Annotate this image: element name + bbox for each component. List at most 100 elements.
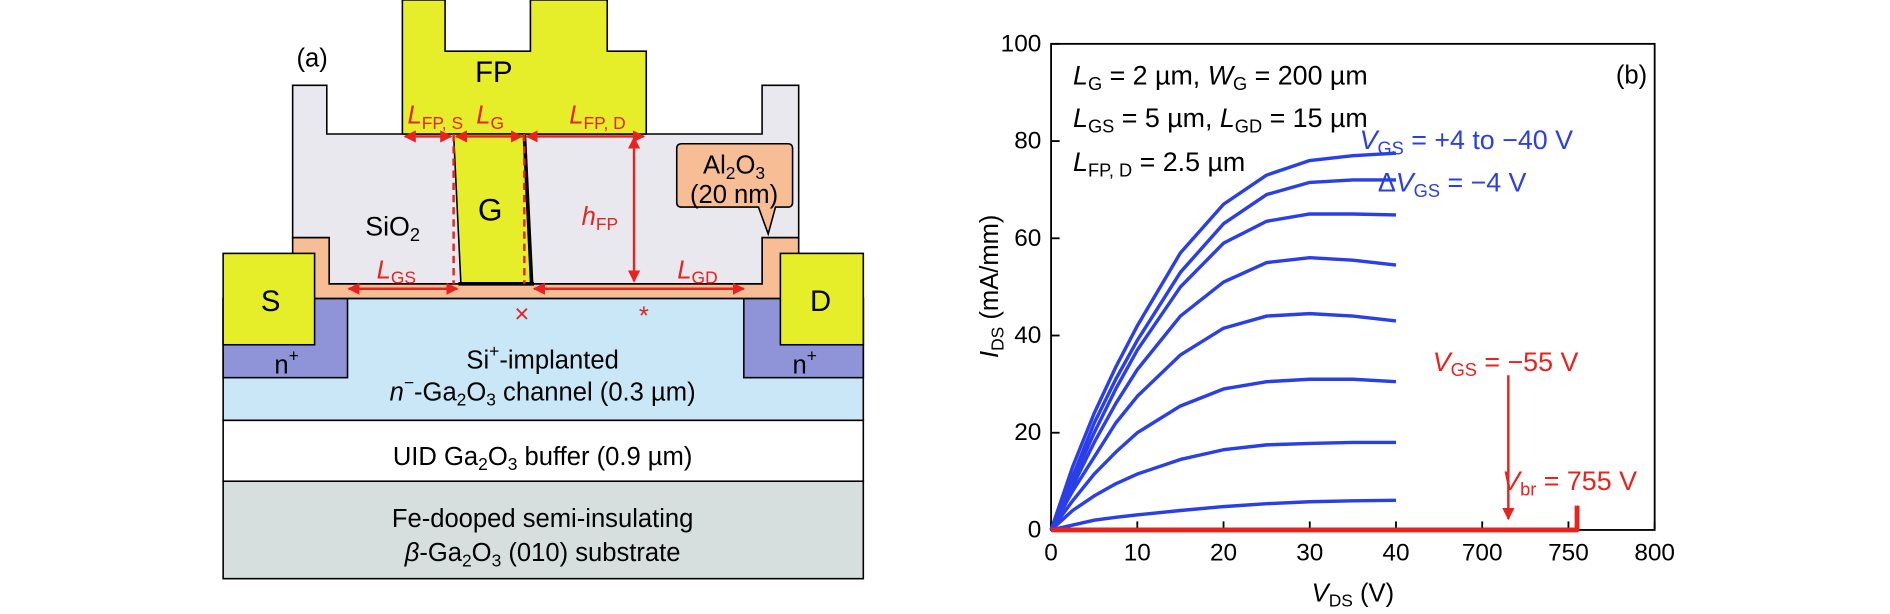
annotation-part: = 2.5 µm bbox=[1132, 147, 1245, 177]
buffer-label-part: buffer (0.9 µm) bbox=[517, 443, 692, 471]
panel-label: (a) bbox=[297, 44, 328, 72]
annotation-part: V bbox=[1502, 466, 1522, 496]
y-axis-label-part: I bbox=[976, 351, 1004, 358]
y-tick-label: 20 bbox=[1014, 419, 1041, 446]
annotation-part: FP, D bbox=[1088, 159, 1132, 180]
annotation-part: V bbox=[1396, 168, 1416, 198]
substrate-label-part: β bbox=[404, 539, 420, 567]
x-tick-label: 40 bbox=[1382, 540, 1409, 567]
dimension-label: LGD bbox=[677, 256, 717, 287]
annotation-part: br bbox=[1520, 478, 1536, 499]
channel-label-part: 2 bbox=[457, 390, 467, 410]
substrate-layer bbox=[222, 480, 865, 580]
channel-label-part: -Ga bbox=[414, 378, 457, 406]
x-tick-label: 10 bbox=[1124, 540, 1151, 567]
substrate-label-part: O bbox=[472, 539, 492, 567]
annotation-part: = 5 µm, bbox=[1114, 103, 1220, 133]
data-line bbox=[1049, 311, 1397, 531]
dimension-label-part: FP, S bbox=[422, 113, 463, 133]
y-axis-label: IDS (mA/mm) bbox=[976, 215, 1007, 358]
x-axis-label: VDS (V) bbox=[1312, 579, 1394, 610]
dimension-label: LFP, D bbox=[569, 102, 625, 133]
y-tick-label: 40 bbox=[1014, 322, 1041, 349]
annotation: ΔVGS = −4 V bbox=[1378, 168, 1527, 201]
y-tick-label: 80 bbox=[1014, 128, 1041, 155]
n-plus-label-part: + bbox=[289, 346, 299, 366]
n-plus-label-part: n bbox=[793, 351, 807, 379]
dimension-label: LGS bbox=[377, 256, 416, 287]
annotation-part: GD bbox=[1235, 115, 1262, 136]
n-plus-label-part: n bbox=[274, 351, 288, 379]
al2o3-label: Al2O3 bbox=[703, 152, 765, 183]
al2o3-label-part: O bbox=[735, 152, 755, 180]
x-axis-label-part: V bbox=[1312, 579, 1332, 607]
dimension-label: LG bbox=[476, 102, 504, 133]
panel-label: (b) bbox=[1616, 62, 1647, 90]
channel-label: Si+-implanted bbox=[466, 341, 618, 375]
dimension-label: LFP, S bbox=[408, 102, 464, 133]
n-plus-label: n+ bbox=[274, 346, 298, 380]
data-line bbox=[1049, 151, 1397, 531]
annotation: LFP, D = 2.5 µm bbox=[1073, 147, 1245, 180]
annotation-part: = −55 V bbox=[1477, 347, 1578, 377]
annotation-part: L bbox=[1073, 61, 1088, 91]
buffer-label-part: O bbox=[488, 443, 508, 471]
y-tick-label: 100 bbox=[1001, 30, 1042, 57]
marker: * bbox=[639, 303, 649, 331]
x-axis-label-part: DS bbox=[1329, 591, 1353, 611]
data-line bbox=[1051, 505, 1580, 533]
dimension-label-part: L bbox=[569, 102, 583, 130]
device-cross-section bbox=[222, 0, 865, 580]
channel-label-part: Si bbox=[466, 347, 489, 375]
dimension-label-part: GD bbox=[692, 268, 718, 288]
substrate-label-part: (010) substrate bbox=[501, 539, 680, 567]
substrate-label: β-Ga2O3 (010) substrate bbox=[404, 539, 681, 570]
buffer-label-part: 2 bbox=[478, 454, 488, 474]
x-tick-label: 700 bbox=[1462, 540, 1503, 567]
annotation-part: V bbox=[1360, 125, 1380, 155]
source-label: S bbox=[261, 286, 281, 318]
annotation-part: V bbox=[1433, 347, 1453, 377]
annotation-part: GS bbox=[1414, 180, 1440, 201]
data-line bbox=[1049, 377, 1397, 531]
annotation-part: GS bbox=[1377, 137, 1403, 158]
annotation-part: = −4 V bbox=[1440, 168, 1527, 198]
y-axis-label-part: (mA/mm) bbox=[976, 215, 1004, 327]
dimension-label-part: L bbox=[476, 102, 490, 130]
dimension-label-part: GS bbox=[391, 268, 416, 288]
annotation: LGS = 5 µm, LGD = 15 µm bbox=[1073, 103, 1368, 136]
substrate-label-part: -Ga bbox=[419, 539, 462, 567]
annotation: LG = 2 µm, WG = 200 µm bbox=[1073, 61, 1368, 94]
buffer-label: UID Ga2O3 buffer (0.9 µm) bbox=[393, 443, 693, 474]
y-tick-label: 60 bbox=[1014, 225, 1041, 252]
annotation-part: = +4 to −40 V bbox=[1404, 125, 1573, 155]
data-line bbox=[1049, 256, 1397, 531]
channel-label-part: − bbox=[404, 373, 414, 393]
annotation: VGS = +4 to −40 V bbox=[1360, 125, 1574, 158]
channel-label-part: 3 bbox=[486, 390, 496, 410]
annotation-part: = 15 µm bbox=[1262, 103, 1368, 133]
data-line bbox=[1050, 498, 1397, 532]
oxide-label-part: SiO bbox=[365, 212, 410, 242]
x-tick-label: 20 bbox=[1210, 540, 1237, 567]
buffer-label-part: UID Ga bbox=[393, 443, 479, 471]
x-tick-label: 800 bbox=[1634, 540, 1675, 567]
y-axis-label-part: DS bbox=[987, 327, 1007, 351]
annotation: VGS = −55 V bbox=[1433, 347, 1579, 380]
y-tick-label: 0 bbox=[1028, 516, 1042, 543]
channel-label-part: n bbox=[390, 378, 404, 406]
dimension-label-part: L bbox=[377, 256, 391, 284]
dimension-label-part: L bbox=[408, 102, 422, 130]
x-tick-label: 30 bbox=[1296, 540, 1323, 567]
al2o3-label-part: 2 bbox=[726, 163, 736, 183]
buffer-layer bbox=[222, 419, 865, 483]
annotation-part: G bbox=[1088, 72, 1102, 93]
gate-label: G bbox=[478, 192, 503, 228]
annotation-part: L bbox=[1220, 103, 1235, 133]
drain-label: D bbox=[810, 286, 831, 318]
dimension-label-part: h bbox=[582, 203, 596, 231]
field-plate-label: FP bbox=[475, 57, 512, 89]
substrate-label: Fe-dooped semi-insulating bbox=[392, 505, 694, 533]
dimension-label: hFP bbox=[582, 203, 618, 234]
oxide-label: SiO2 bbox=[365, 212, 420, 245]
